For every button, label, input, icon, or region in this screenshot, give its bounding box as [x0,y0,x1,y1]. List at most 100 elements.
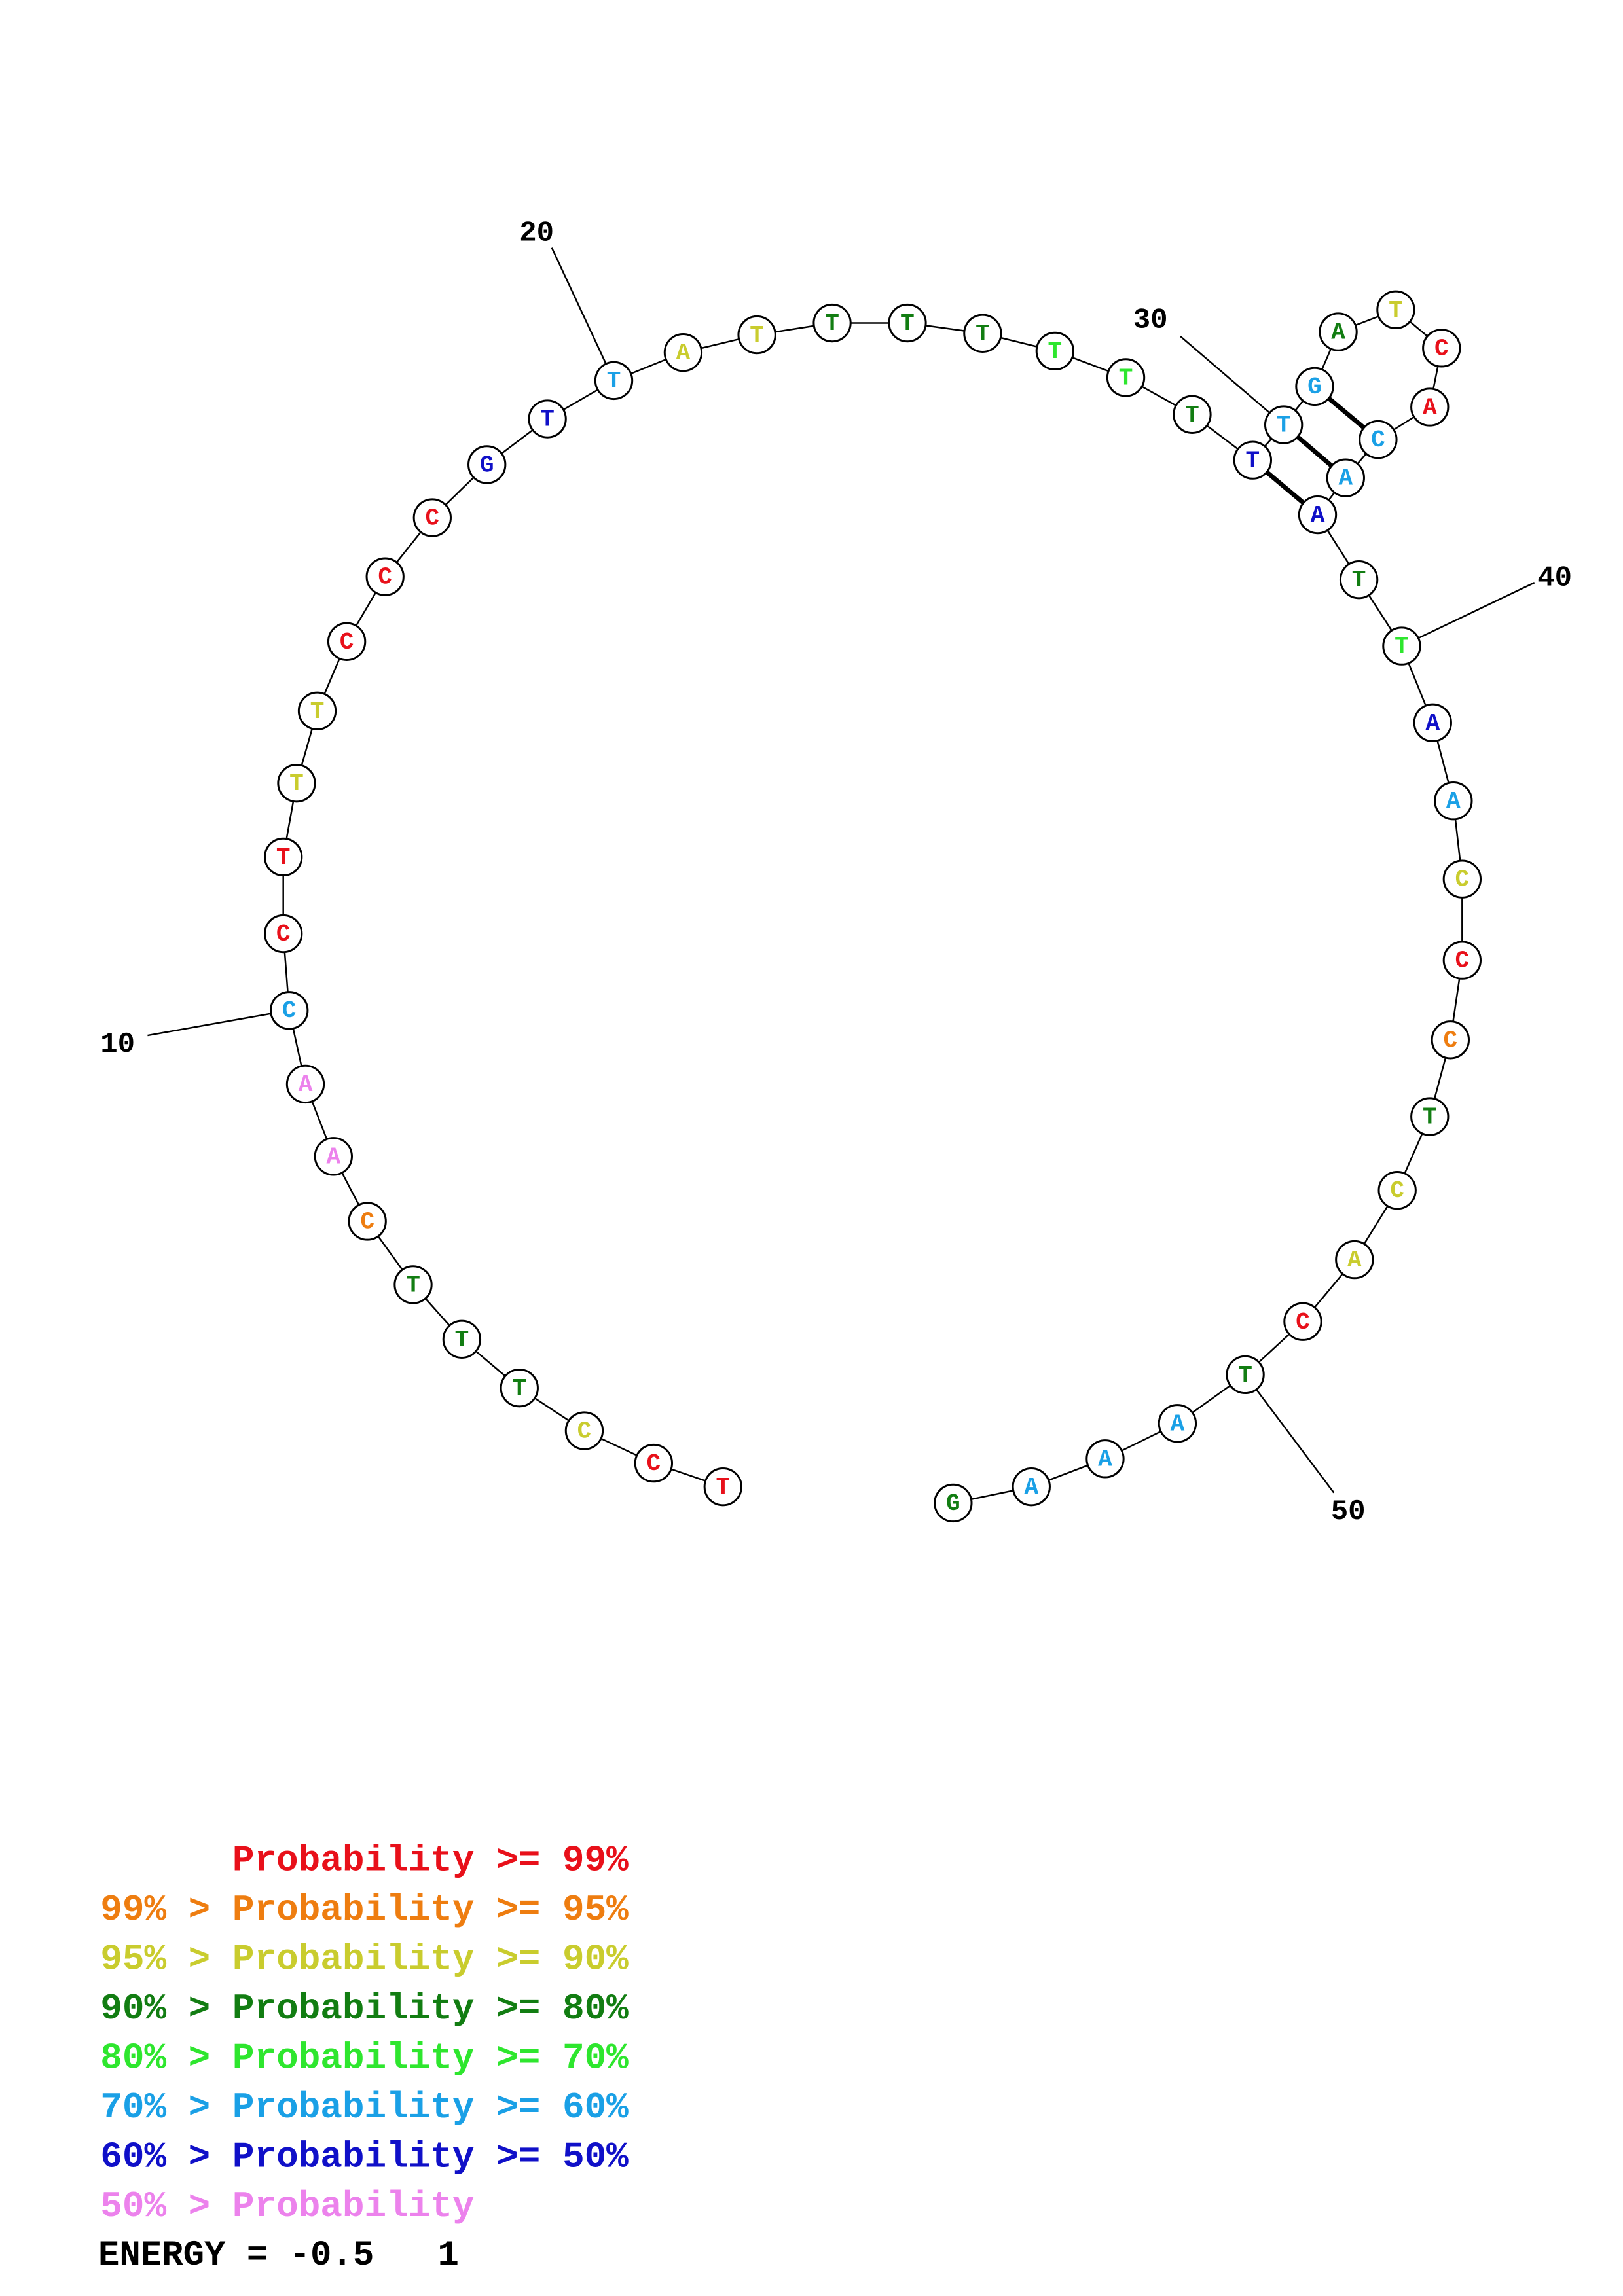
nucleotide: C [412,498,452,537]
nucleotide-base: T [1119,365,1133,391]
nucleotide: A [1085,1439,1125,1479]
nucleotide: C [1283,1302,1322,1341]
nucleotide: A [663,332,703,372]
nucleotide-base: T [825,310,839,337]
nucleotide-base: G [1307,374,1322,401]
nucleotide-base: T [512,1375,526,1402]
nucleotide-base: C [378,564,392,591]
nucleotide-base: T [607,368,621,395]
nucleotide: T [393,1265,433,1304]
nucleotide-base: A [676,340,691,367]
nucleotide-circle [1226,1355,1265,1395]
position-ticks: 10 20 30 40 50 [100,217,1572,1528]
nucleotide: A [1434,781,1473,821]
position-tick-line [147,1009,289,1037]
nucleotide-base: A [1339,465,1353,492]
legend-entry: 50% > Probability [100,2185,474,2227]
nucleotide-circle [1410,1097,1450,1136]
legend-prefix: 80% > [100,2037,232,2079]
nucleotide-base: T [540,406,555,433]
nucleotide: T [1382,626,1421,666]
nucleotide: T [703,1467,742,1507]
nucleotide-circle [1422,329,1461,368]
nucleotide-base: A [1171,1410,1185,1437]
nucleotide-base: T [1246,448,1260,475]
legend-prefix: 99% > [100,1889,232,1931]
nucleotide: T [1264,405,1304,444]
nucleotide-base: T [976,321,990,348]
nucleotide-circle [1012,1467,1051,1507]
nucleotide-base: C [276,921,291,948]
nucleotide-base: T [455,1327,469,1354]
position-label: 40 [1537,562,1572,595]
legend-entry: 70% > Probability >= 60% [100,2087,629,2128]
nucleotide-base: T [1389,297,1403,324]
nucleotide: T [528,399,567,439]
nucleotide: T [1339,560,1379,600]
nucleotide-circle [1442,941,1482,980]
nucleotide-circle [467,445,507,484]
nucleotide: A [1012,1467,1051,1507]
nucleotide-base: T [1048,338,1063,365]
nucleotide-base: G [480,452,494,478]
nucleotide-base: C [282,997,297,1024]
nucleotide-base: C [647,1450,661,1477]
nucleotide: A [1319,312,1358,351]
nucleotide: T [1106,358,1146,397]
legend-prefix: 95% > [100,1939,232,1981]
nucleotide-circle [1413,703,1452,742]
nucleotide: C [634,1443,674,1483]
legend-text: Probability >= 99% [232,1840,629,1882]
nucleotide-base: C [360,1209,374,1236]
nucleotide: A [1298,495,1338,535]
legend-text: Probability >= 60% [232,2087,629,2128]
nucleotide-circle [528,399,567,439]
nucleotide: C [1442,941,1482,980]
nucleotide: T [1233,440,1273,480]
nucleotide: T [442,1319,482,1359]
nucleotide-circle [1283,1302,1322,1341]
position-label: 20 [519,217,554,249]
nucleotide-base: T [289,770,304,797]
nucleotide: C [1359,420,1398,459]
legend-prefix: 90% > [100,1988,232,2030]
nucleotide-base: A [1423,395,1437,422]
nucleotide-circle [348,1202,387,1241]
nucleotide-base: A [1311,502,1325,529]
legend-prefix: 50% > [100,2185,232,2227]
nucleotide: C [270,991,309,1030]
nucleotide-base: T [1185,402,1199,429]
position-tick-line [1401,582,1535,647]
nucleotide-base: T [1277,412,1291,439]
nucleotide-circle [888,303,927,343]
legend-text: Probability >= 80% [232,1988,629,2030]
nucleotide: T [1226,1355,1265,1395]
nucleotide-base: A [1024,1474,1038,1501]
nucleotide: T [500,1369,539,1408]
nucleotide: G [1295,367,1334,406]
nucleotide-base: C [1434,335,1449,362]
nucleotide: C [365,557,405,596]
nucleotide-base: C [577,1418,592,1445]
nucleotide: C [1422,329,1461,368]
nucleotide: T [812,303,852,343]
nucleotide-circle [634,1443,674,1483]
nucleotide-base: C [1390,1177,1404,1204]
nucleotide-circle [1233,440,1273,480]
legend-text: Probability >= 70% [232,2037,629,2079]
nucleotide-base: T [716,1474,730,1501]
nucleotide-base: C [1455,948,1470,975]
nucleotide: T [1173,395,1212,434]
nucleotide-circle [1431,1020,1470,1060]
nucleotide-circle [564,1411,604,1450]
nucleotide-circle [663,332,703,372]
nucleotide-circle [1339,560,1379,600]
nucleotide-circle [1335,1240,1374,1280]
nucleotide-circle [393,1265,433,1304]
nucleotide: A [314,1137,353,1176]
nucleotide-circle [412,498,452,537]
nucleotide-circle [934,1483,973,1523]
nucleotide-circle [1359,420,1398,459]
nucleotide-circle [1442,859,1482,899]
nucleotide: A [1326,458,1365,497]
